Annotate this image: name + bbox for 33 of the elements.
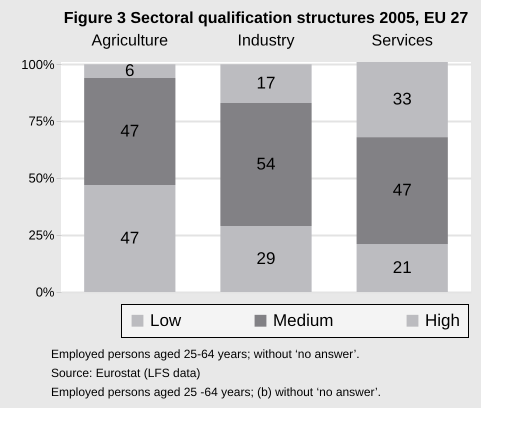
y-tick-label: 100% bbox=[21, 56, 55, 72]
text: Employed persons aged 25-64 years; without ‘no answer’. bbox=[51, 347, 360, 361]
x-tick-label: Services bbox=[372, 32, 433, 50]
bar bbox=[84, 78, 176, 185]
bar bbox=[84, 184, 176, 292]
data-label: 54 bbox=[256, 154, 276, 174]
x-tick-label: Industry bbox=[238, 32, 294, 50]
bar bbox=[220, 102, 312, 226]
bar bbox=[356, 137, 448, 244]
y-tick-label: 0% bbox=[36, 284, 55, 300]
data-label: 47 bbox=[392, 180, 412, 200]
bar bbox=[220, 226, 312, 292]
chart-title: Figure 3 Sectoral qualification structures 2005, EU 27 bbox=[64, 10, 468, 27]
bar bbox=[220, 64, 312, 103]
y-tick-label: 50% bbox=[28, 170, 55, 186]
bar bbox=[84, 64, 176, 78]
data-label: 17 bbox=[256, 74, 276, 93]
y-tick-label: 75% bbox=[28, 114, 55, 129]
data-label: 33 bbox=[392, 90, 412, 109]
text: Employed persons aged 25 -64 years; (b) without ‘no answer’. bbox=[51, 385, 381, 399]
data-label: 47 bbox=[120, 121, 140, 140]
bar bbox=[356, 62, 448, 138]
data-label: 29 bbox=[256, 248, 276, 268]
data-label: 47 bbox=[120, 228, 140, 248]
source-note: Source: Eurostat (LFS data) bbox=[51, 366, 200, 380]
x-tick-label: Agriculture bbox=[92, 32, 168, 50]
bar bbox=[356, 244, 448, 292]
legend-label: Medium bbox=[273, 310, 334, 330]
y-tick-label: 25% bbox=[28, 228, 55, 243]
legend-label: Low bbox=[150, 310, 182, 330]
data-label: 21 bbox=[392, 258, 412, 278]
data-label: 6 bbox=[125, 61, 135, 80]
legend-label: High bbox=[425, 310, 460, 330]
